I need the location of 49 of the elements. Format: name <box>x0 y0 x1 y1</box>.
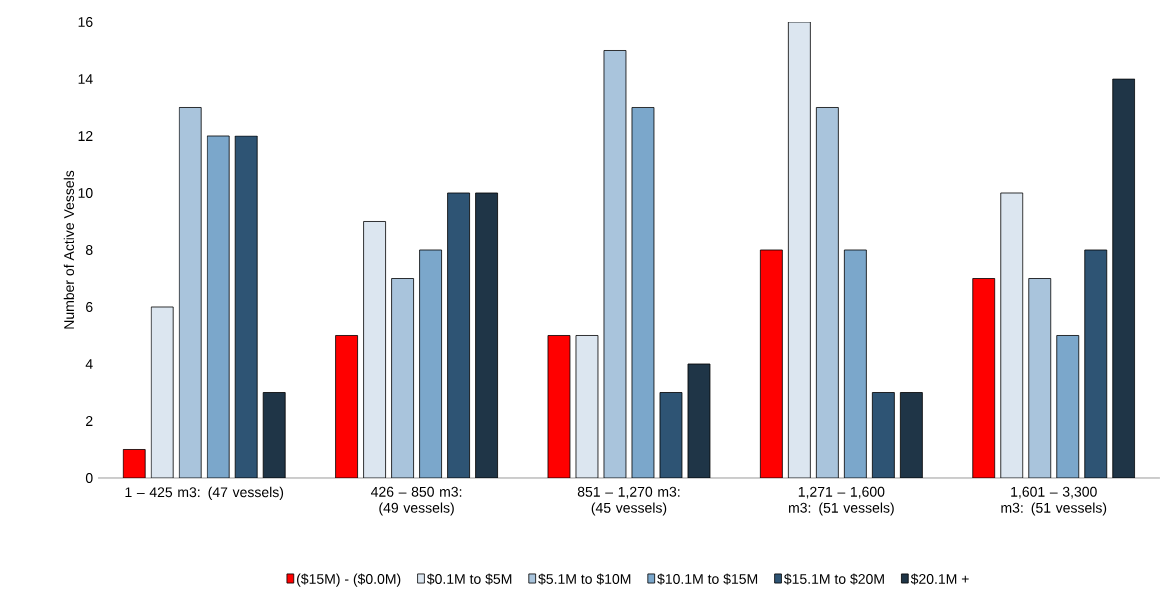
bar <box>547 335 571 478</box>
bar <box>391 278 414 478</box>
y-tick-label: 2 <box>86 416 93 426</box>
bar <box>122 449 146 478</box>
bar <box>1056 335 1080 478</box>
y-axis-title: Number of Active Vessels <box>63 170 75 329</box>
bar <box>1000 192 1024 478</box>
bar <box>447 192 470 478</box>
bar <box>206 135 230 478</box>
legend-label: ($15M) - ($0.0M) <box>297 573 401 587</box>
y-tick-label: 12 <box>78 131 93 141</box>
bar <box>419 249 442 478</box>
bar <box>1112 78 1136 478</box>
legend-label: $0.1M to $5M <box>426 573 512 585</box>
x-tick-label: 851 – 1,270 m3: (45 vessels) <box>577 486 680 516</box>
x-tick-label: 1,601 – 3,300 m3: (51 vessels) <box>1001 486 1107 516</box>
bar <box>475 192 498 478</box>
x-tick-label: 426 – 850 m3: (49 vessels) <box>370 486 462 516</box>
bar <box>899 392 923 478</box>
y-tick-label: 10 <box>78 188 93 198</box>
bar <box>631 107 655 478</box>
bar <box>759 249 783 478</box>
bar <box>787 22 811 478</box>
y-tick-label: 4 <box>85 359 93 369</box>
y-tick-label: 14 <box>78 74 93 84</box>
x-tick-label: 1 – 425 m3: (47 vessels) <box>125 486 284 500</box>
bar <box>262 392 286 478</box>
legend-label: $5.1M to $10M <box>538 573 631 585</box>
bar <box>871 392 895 478</box>
x-tick-label: 1,271 – 1,600 m3: (51 vessels) <box>789 486 894 516</box>
bar <box>178 107 202 478</box>
bar <box>234 135 258 478</box>
legend-label: $20.1M + <box>910 573 969 585</box>
y-tick-label: 6 <box>86 302 93 312</box>
bar <box>843 249 867 478</box>
bar <box>363 221 386 478</box>
y-tick-label: 8 <box>85 245 93 255</box>
bar <box>972 278 996 478</box>
bar <box>150 306 174 478</box>
bar <box>1084 249 1108 478</box>
y-tick-label: 16 <box>78 17 93 27</box>
legend-label: $15.1M to $20M <box>784 573 884 585</box>
bar <box>335 335 358 478</box>
legend-label: $10.1M to $15M <box>657 573 758 585</box>
bar <box>1028 278 1052 478</box>
bar <box>815 107 839 478</box>
y-tick-label: 0 <box>85 473 93 483</box>
bar <box>603 50 627 478</box>
bar <box>575 335 599 478</box>
